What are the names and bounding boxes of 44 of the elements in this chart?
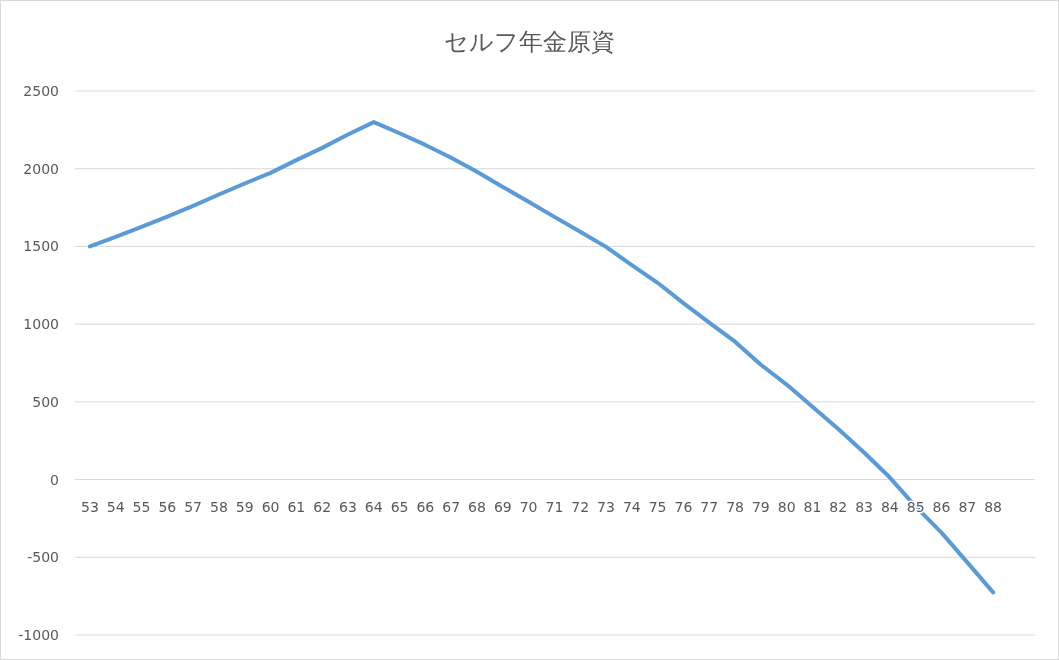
x-tick-label: 57 — [184, 498, 203, 515]
x-tick-label: 60 — [261, 498, 280, 515]
x-tick-label: 54 — [106, 498, 125, 515]
x-tick-label: 56 — [158, 498, 177, 515]
y-tick-label: 0 — [50, 471, 59, 488]
y-tick-label: -1000 — [18, 627, 59, 643]
y-tick-label: 2000 — [23, 160, 59, 177]
x-tick-label: 75 — [648, 498, 667, 515]
x-tick-label: 82 — [829, 498, 848, 515]
x-tick-label: 79 — [751, 498, 770, 515]
y-tick-label: 1500 — [23, 238, 59, 255]
x-tick-label: 86 — [932, 498, 951, 515]
x-tick-label: 74 — [622, 498, 641, 515]
x-tick-label: 64 — [364, 498, 383, 515]
y-tick-label: 2500 — [23, 83, 59, 99]
chart-title: セルフ年金原資 — [444, 28, 615, 56]
x-tick-label: 73 — [597, 498, 615, 515]
x-tick-label: 87 — [958, 498, 977, 515]
x-tick-label: 65 — [390, 498, 409, 515]
x-tick-label: 80 — [777, 498, 796, 515]
x-tick-label: 76 — [674, 498, 693, 515]
x-tick-label: 69 — [493, 498, 512, 515]
x-tick-label: 77 — [700, 498, 719, 515]
x-tick-label: 71 — [545, 498, 564, 515]
y-tick-label: -500 — [27, 549, 59, 566]
x-tick-label: 58 — [210, 498, 228, 515]
x-tick-label: 53 — [80, 498, 99, 515]
x-tick-label: 67 — [442, 498, 461, 515]
x-tick-label: 68 — [468, 498, 486, 515]
y-tick-label: 500 — [32, 393, 59, 410]
x-tick-label: 62 — [313, 498, 332, 515]
x-tick-label: 70 — [519, 498, 538, 515]
y-tick-label: 1000 — [23, 316, 59, 333]
x-tick-label: 88 — [984, 498, 1003, 515]
x-tick-label: 55 — [132, 498, 151, 515]
x-tick-label: 78 — [726, 498, 744, 515]
x-tick-label: 81 — [803, 498, 822, 515]
x-tick-label: 61 — [287, 498, 306, 515]
x-tick-label: 63 — [339, 498, 357, 515]
x-tick-label: 66 — [416, 498, 435, 515]
x-tick-label: 72 — [571, 498, 590, 515]
x-tick-label: 83 — [855, 498, 873, 515]
x-tick-label: 84 — [880, 498, 899, 515]
x-tick-label: 59 — [235, 498, 254, 515]
